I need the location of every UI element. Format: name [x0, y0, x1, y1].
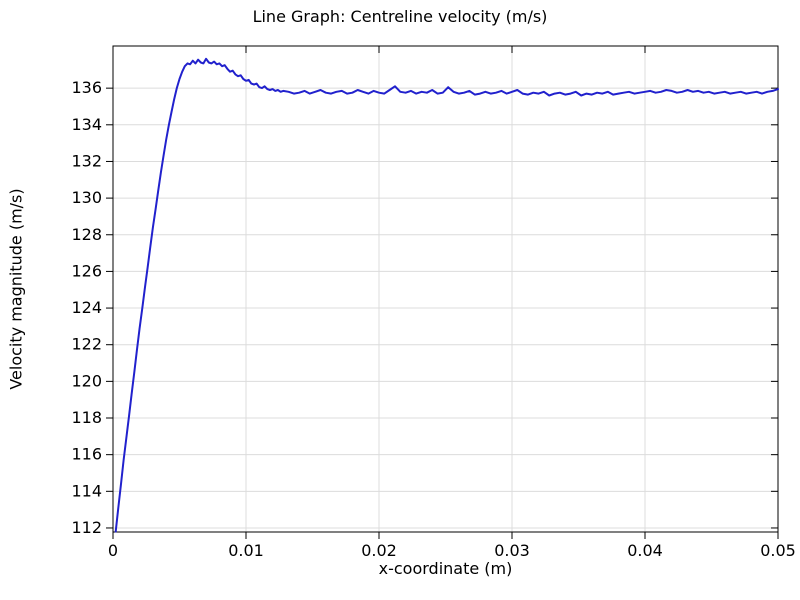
x-tick-label: 0.01	[228, 541, 264, 560]
y-tick-label: 126	[71, 261, 102, 280]
x-axis-label: x-coordinate (m)	[378, 559, 513, 578]
y-tick-label: 116	[71, 445, 102, 464]
y-tick-label: 132	[71, 151, 102, 170]
y-tick-label: 120	[71, 371, 102, 390]
y-tick-label: 136	[71, 78, 102, 97]
y-tick-label: 112	[71, 518, 102, 537]
y-tick-label: 128	[71, 225, 102, 244]
chart-title: Line Graph: Centreline velocity (m/s)	[252, 7, 548, 26]
y-tick-label: 124	[71, 298, 102, 317]
x-tick-label: 0.05	[760, 541, 796, 560]
x-tick-label: 0.04	[627, 541, 663, 560]
y-tick-label: 134	[71, 115, 102, 134]
x-tick-label: 0.02	[361, 541, 397, 560]
series-line-centreline-velocity	[114, 57, 779, 533]
y-tick-label: 122	[71, 335, 102, 354]
y-tick-label: 118	[71, 408, 102, 427]
y-tick-label: 114	[71, 481, 102, 500]
x-tick-label: 0	[108, 541, 118, 560]
x-tick-label: 0.03	[494, 541, 530, 560]
plot-frame	[112, 45, 779, 533]
y-tick-label: 130	[71, 188, 102, 207]
